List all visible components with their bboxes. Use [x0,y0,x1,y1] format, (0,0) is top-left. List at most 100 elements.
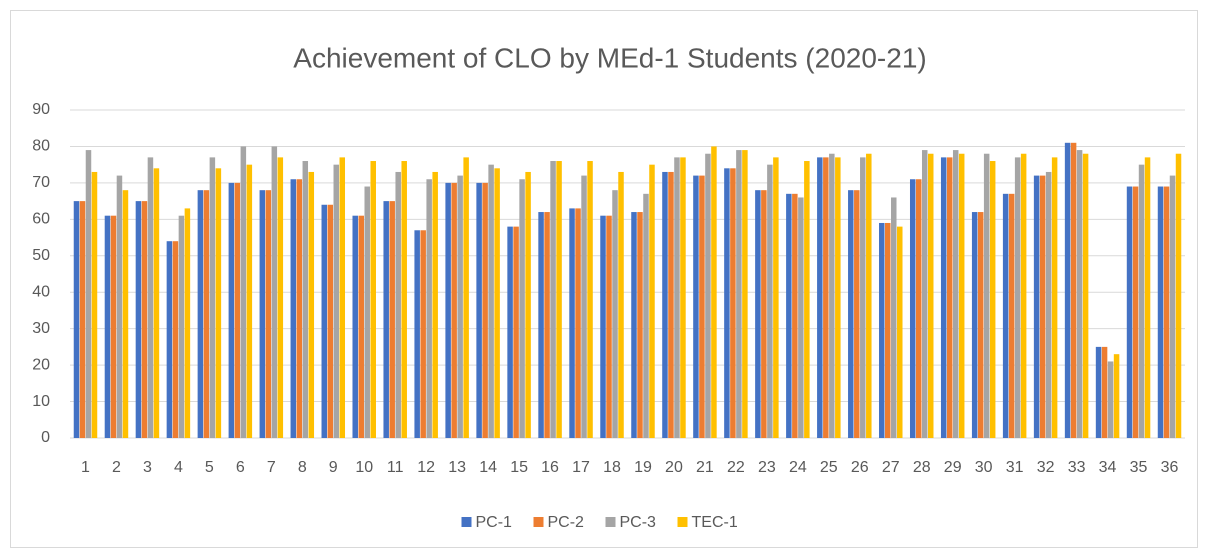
bar [792,193,798,438]
x-tick-label: 27 [882,459,900,476]
y-tick-label: 40 [32,283,50,300]
legend-swatch [677,517,688,527]
x-tick-label: 18 [603,459,621,476]
bar [525,171,531,438]
bar [891,197,897,438]
bar [989,161,996,438]
x-tick-label: 32 [1037,459,1055,476]
y-tick-label: 20 [32,356,50,373]
bar [662,171,668,438]
y-tick-label: 10 [32,393,50,410]
bar [197,190,204,438]
bar [1008,193,1015,438]
x-tick-label: 20 [665,459,683,476]
bar [184,208,191,438]
bar [1113,354,1120,438]
bar [885,222,891,438]
x-tick-label: 10 [355,459,373,476]
bar [897,226,903,438]
bar [1157,186,1164,438]
y-tick-label: 0 [41,429,50,446]
bar [426,179,432,438]
bar [457,175,463,438]
bar [1064,142,1071,439]
bar [327,204,334,438]
bar [153,168,160,439]
x-tick-label: 35 [1130,459,1148,476]
x-tick-label: 24 [789,459,807,476]
legend-label: PC-2 [548,514,585,531]
bar [1101,346,1108,438]
bar [804,161,810,438]
bar [302,161,309,438]
y-tick-label: 30 [32,320,50,337]
bar [451,182,457,438]
bar [339,157,346,438]
bar [389,201,395,438]
bar [215,168,222,439]
bar [333,164,340,438]
bar [494,168,500,439]
x-tick-label: 36 [1161,459,1179,476]
bar [1132,186,1139,438]
chart-title: Achievement of CLO by MEd-1 Students (20… [293,42,926,73]
bar [835,157,841,438]
bar [1045,171,1052,438]
bar [606,215,612,438]
bar [569,208,575,438]
bar [538,212,544,438]
bar [983,153,990,438]
bar [116,175,123,438]
x-tick-label: 14 [479,459,497,476]
x-tick-label: 33 [1068,459,1086,476]
bar [817,157,823,438]
bar [909,179,916,438]
bar [587,161,593,438]
bar [1095,346,1102,438]
x-tick-label: 8 [298,459,307,476]
legend-swatch [461,517,472,527]
bar [600,215,606,438]
legend-label: PC-3 [620,514,657,531]
bar [1039,175,1046,438]
legend-label: TEC-1 [692,514,738,531]
bar [1002,193,1009,438]
x-tick-label: 11 [387,459,404,476]
bar [476,182,482,438]
bar [755,190,761,438]
bar [649,164,655,438]
bar [122,190,129,438]
bar [1076,150,1083,439]
bar [575,208,581,438]
bar [414,230,420,438]
x-tick-label: 29 [944,459,962,476]
bar [147,157,154,438]
x-tick-label: 28 [913,459,931,476]
bar [79,201,86,438]
bar [736,150,742,439]
bar [358,215,364,438]
x-tick-label: 7 [267,459,276,476]
x-tick-label: 6 [236,459,245,476]
bar [1082,153,1089,438]
bar [1033,175,1040,438]
bar [829,153,835,438]
bar [395,171,401,438]
bar [773,157,779,438]
bar [1175,153,1182,438]
bar [767,164,773,438]
bar [234,182,241,438]
bar [104,215,111,438]
bar [1020,153,1027,438]
bar [1051,157,1058,438]
bar [290,179,297,438]
bar [946,157,953,438]
x-tick-label: 31 [1006,459,1024,476]
bar [364,186,370,438]
bar [798,197,804,438]
bar [866,153,872,438]
x-tick-label: 4 [174,459,183,476]
bar [680,157,686,438]
x-tick-label: 5 [205,459,214,476]
bar [110,215,117,438]
